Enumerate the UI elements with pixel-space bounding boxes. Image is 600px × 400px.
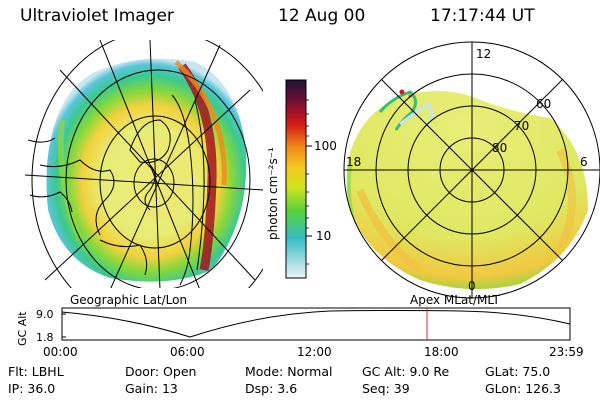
timeline-xtick-0000: 00:00: [43, 345, 78, 359]
seq-value: 39: [393, 381, 410, 396]
door-value: Open: [163, 364, 197, 379]
timeline-ytick-9: 9.0: [36, 308, 54, 321]
info-glon: GLon: 126.3: [485, 381, 561, 396]
image-title: Ultraviolet Imager: [20, 6, 174, 26]
gc-altitude-curve: [61, 310, 571, 338]
polar-caption: Apex MLat/MLT: [410, 293, 500, 307]
gc-alt-value: 9.0 Re: [409, 364, 450, 379]
dsp-value: 3.6: [277, 381, 298, 396]
mlat-label-60: 60: [536, 97, 551, 111]
info-dsp: Dsp: 3.6: [245, 381, 298, 396]
polar-panel: 12 0 18 6 60 70 80 Apex MLat/MLT: [343, 41, 600, 307]
mode-value: Normal: [287, 364, 333, 379]
filter-value: LBHL: [31, 364, 64, 379]
info-door: Door: Open: [125, 364, 197, 379]
info-mode: Mode: Normal: [245, 364, 333, 379]
info-gc-alt: GC Alt: 9.0 Re: [362, 364, 450, 379]
mlt-label-0: 0: [468, 279, 476, 293]
mlt-label-18: 18: [346, 155, 361, 169]
glon-value: 126.3: [525, 381, 561, 396]
mlat-label-80: 80: [492, 141, 507, 155]
info-glat: GLat: 75.0: [485, 364, 551, 379]
auroral-oval-dayside-arc: [178, 63, 217, 271]
gain-value: 13: [161, 381, 178, 396]
colorbar-unit-label: photon cm⁻²s⁻¹: [266, 147, 280, 240]
geographic-caption: Geographic Lat/Lon: [70, 293, 187, 307]
timeline-ylabel: GC Alt: [16, 311, 29, 346]
info-filter: Flt: LBHL: [8, 364, 64, 379]
ip-value: 36.0: [27, 381, 56, 396]
glat-value: 75.0: [522, 364, 551, 379]
colorbar-tick-10: 10: [316, 229, 331, 243]
color-bar: 100 10 photon cm⁻²s⁻¹: [266, 79, 337, 279]
timeline-xtick-1800: 18:00: [424, 345, 459, 359]
mlat-label-70: 70: [514, 119, 529, 133]
timeline-xtick-2359: 23:59: [549, 345, 584, 359]
timeline-xtick-0600: 06:00: [170, 345, 205, 359]
info-ip: IP: 36.0: [8, 381, 56, 396]
timeline-xtick-1200: 12:00: [297, 345, 332, 359]
mlt-label-12: 12: [476, 47, 491, 61]
orbit-timeline: 9.0 1.8 GC Alt 00:00 06:00 12:00 18:00 2…: [16, 307, 584, 359]
info-seq: Seq: 39: [362, 381, 410, 396]
geographic-panel: Geographic Lat/Lon: [25, 40, 263, 307]
timeline-ytick-1.8: 1.8: [36, 331, 54, 344]
image-time: 17:17:44 UT: [430, 6, 535, 26]
polar-auroral-image: [346, 91, 588, 290]
info-gain: Gain: 13: [125, 381, 178, 396]
image-date: 12 Aug 00: [278, 6, 366, 26]
mlt-label-6: 6: [580, 155, 588, 169]
colorbar-tick-100: 100: [314, 139, 337, 153]
coastlines: [27, 94, 205, 286]
